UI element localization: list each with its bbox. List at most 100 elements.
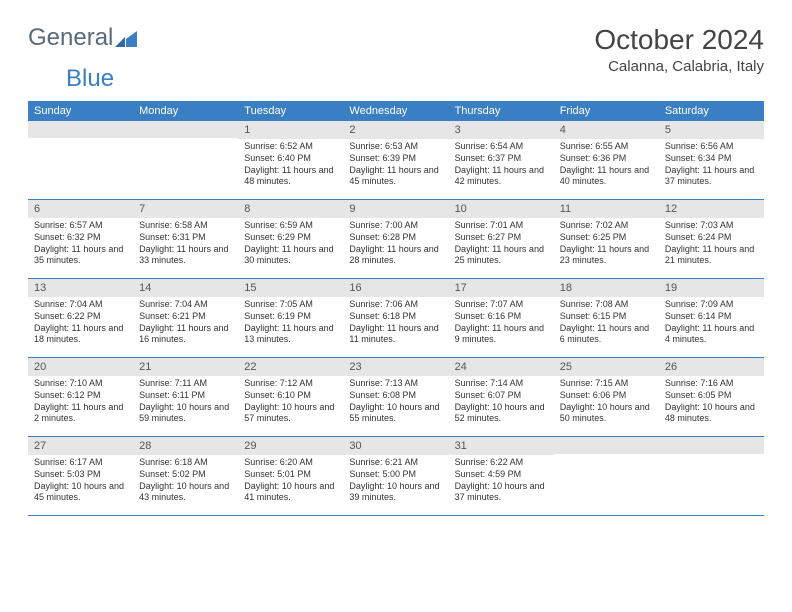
day-cell: 13Sunrise: 7:04 AMSunset: 6:22 PMDayligh… [28,279,133,357]
day-number-band: 29 [238,437,343,455]
day-content: Sunrise: 7:04 AMSunset: 6:21 PMDaylight:… [133,297,238,350]
day-cell: 8 Sunrise: 6:59 AMSunset: 6:29 PMDaylight… [238,200,343,278]
week-row: 27Sunrise: 6:17 AMSunset: 5:03 PMDayligh… [28,437,764,516]
day-number-band: 9 [343,200,448,218]
sunset-text: Sunset: 6:06 PM [560,390,653,402]
day-content: Sunrise: 6:55 AMSunset: 6:36 PMDaylight:… [554,139,659,192]
sunset-text: Sunset: 6:08 PM [349,390,442,402]
empty-day-cell [28,121,133,199]
sunrise-text: Sunrise: 6:55 AM [560,141,653,153]
weekday-header: Thursday [449,101,554,121]
sunrise-text: Sunrise: 7:08 AM [560,299,653,311]
sunrise-text: Sunrise: 6:53 AM [349,141,442,153]
day-number-band: 20 [28,358,133,376]
day-number-band [554,437,659,454]
calendar-grid: SundayMondayTuesdayWednesdayThursdayFrid… [28,101,764,516]
day-content: Sunrise: 6:54 AMSunset: 6:37 PMDaylight:… [449,139,554,192]
daylight-text: Daylight: 11 hours and 30 minutes. [244,244,337,267]
sunset-text: Sunset: 6:27 PM [455,232,548,244]
sunrise-text: Sunrise: 7:03 AM [665,220,758,232]
day-content: Sunrise: 7:15 AMSunset: 6:06 PMDaylight:… [554,376,659,429]
day-number-band: 23 [343,358,448,376]
sunset-text: Sunset: 6:40 PM [244,153,337,165]
day-number-band: 12 [659,200,764,218]
week-row: 20Sunrise: 7:10 AMSunset: 6:12 PMDayligh… [28,358,764,437]
day-number-band [133,121,238,138]
sunset-text: Sunset: 6:10 PM [244,390,337,402]
day-number-band: 15 [238,279,343,297]
day-content: Sunrise: 7:14 AMSunset: 6:07 PMDaylight:… [449,376,554,429]
day-cell: 17Sunrise: 7:07 AMSunset: 6:16 PMDayligh… [449,279,554,357]
sunrise-text: Sunrise: 7:04 AM [139,299,232,311]
day-content: Sunrise: 6:22 AMSunset: 4:59 PMDaylight:… [449,455,554,508]
sunset-text: Sunset: 6:15 PM [560,311,653,323]
day-cell: 11Sunrise: 7:02 AMSunset: 6:25 PMDayligh… [554,200,659,278]
day-content: Sunrise: 7:03 AMSunset: 6:24 PMDaylight:… [659,218,764,271]
day-cell: 15Sunrise: 7:05 AMSunset: 6:19 PMDayligh… [238,279,343,357]
sunset-text: Sunset: 5:02 PM [139,469,232,481]
daylight-text: Daylight: 11 hours and 45 minutes. [349,165,442,188]
day-number-band: 3 [449,121,554,139]
sunset-text: Sunset: 6:37 PM [455,153,548,165]
empty-day-cell [659,437,764,515]
day-cell: 6Sunrise: 6:57 AMSunset: 6:32 PMDaylight… [28,200,133,278]
daylight-text: Daylight: 11 hours and 16 minutes. [139,323,232,346]
day-cell: 29Sunrise: 6:20 AMSunset: 5:01 PMDayligh… [238,437,343,515]
sunrise-text: Sunrise: 6:56 AM [665,141,758,153]
weekday-header: Sunday [28,101,133,121]
weeks-container: 1Sunrise: 6:52 AMSunset: 6:40 PMDaylight… [28,121,764,516]
day-cell: 19Sunrise: 7:09 AMSunset: 6:14 PMDayligh… [659,279,764,357]
sunset-text: Sunset: 6:39 PM [349,153,442,165]
day-number-band: 6 [28,200,133,218]
sunset-text: Sunset: 6:29 PM [244,232,337,244]
day-number-band [659,437,764,454]
weekday-header-row: SundayMondayTuesdayWednesdayThursdayFrid… [28,101,764,121]
logo-text-part1: General [28,24,113,52]
daylight-text: Daylight: 11 hours and 33 minutes. [139,244,232,267]
sunset-text: Sunset: 6:31 PM [139,232,232,244]
sunrise-text: Sunrise: 6:57 AM [34,220,127,232]
empty-day-cell [133,121,238,199]
day-number-band: 1 [238,121,343,139]
day-cell: 27Sunrise: 6:17 AMSunset: 5:03 PMDayligh… [28,437,133,515]
day-number-band: 24 [449,358,554,376]
day-content: Sunrise: 7:02 AMSunset: 6:25 PMDaylight:… [554,218,659,271]
sunset-text: Sunset: 4:59 PM [455,469,548,481]
sunset-text: Sunset: 5:03 PM [34,469,127,481]
day-number-band: 27 [28,437,133,455]
week-row: 1Sunrise: 6:52 AMSunset: 6:40 PMDaylight… [28,121,764,200]
sunrise-text: Sunrise: 7:11 AM [139,378,232,390]
day-content: Sunrise: 7:00 AMSunset: 6:28 PMDaylight:… [343,218,448,271]
sunset-text: Sunset: 6:34 PM [665,153,758,165]
day-cell: 3Sunrise: 6:54 AMSunset: 6:37 PMDaylight… [449,121,554,199]
daylight-text: Daylight: 11 hours and 37 minutes. [665,165,758,188]
day-number-band: 17 [449,279,554,297]
sunrise-text: Sunrise: 7:16 AM [665,378,758,390]
sunset-text: Sunset: 6:25 PM [560,232,653,244]
day-number-band: 8 [238,200,343,218]
sunset-text: Sunset: 6:07 PM [455,390,548,402]
sunrise-text: Sunrise: 7:12 AM [244,378,337,390]
day-cell: 14Sunrise: 7:04 AMSunset: 6:21 PMDayligh… [133,279,238,357]
day-cell: 26Sunrise: 7:16 AMSunset: 6:05 PMDayligh… [659,358,764,436]
sunset-text: Sunset: 6:05 PM [665,390,758,402]
day-number-band: 4 [554,121,659,139]
daylight-text: Daylight: 11 hours and 2 minutes. [34,402,127,425]
day-content: Sunrise: 7:06 AMSunset: 6:18 PMDaylight:… [343,297,448,350]
day-number-band: 26 [659,358,764,376]
sunrise-text: Sunrise: 6:59 AM [244,220,337,232]
daylight-text: Daylight: 10 hours and 55 minutes. [349,402,442,425]
weekday-header: Wednesday [343,101,448,121]
day-cell: 12Sunrise: 7:03 AMSunset: 6:24 PMDayligh… [659,200,764,278]
day-cell: 16Sunrise: 7:06 AMSunset: 6:18 PMDayligh… [343,279,448,357]
week-row: 13Sunrise: 7:04 AMSunset: 6:22 PMDayligh… [28,279,764,358]
location-subtitle: Calanna, Calabria, Italy [594,58,764,75]
sunrise-text: Sunrise: 7:15 AM [560,378,653,390]
day-content: Sunrise: 7:04 AMSunset: 6:22 PMDaylight:… [28,297,133,350]
day-content: Sunrise: 6:52 AMSunset: 6:40 PMDaylight:… [238,139,343,192]
day-content: Sunrise: 7:01 AMSunset: 6:27 PMDaylight:… [449,218,554,271]
logo: General [28,24,139,52]
daylight-text: Daylight: 11 hours and 28 minutes. [349,244,442,267]
daylight-text: Daylight: 10 hours and 59 minutes. [139,402,232,425]
day-cell: 28Sunrise: 6:18 AMSunset: 5:02 PMDayligh… [133,437,238,515]
